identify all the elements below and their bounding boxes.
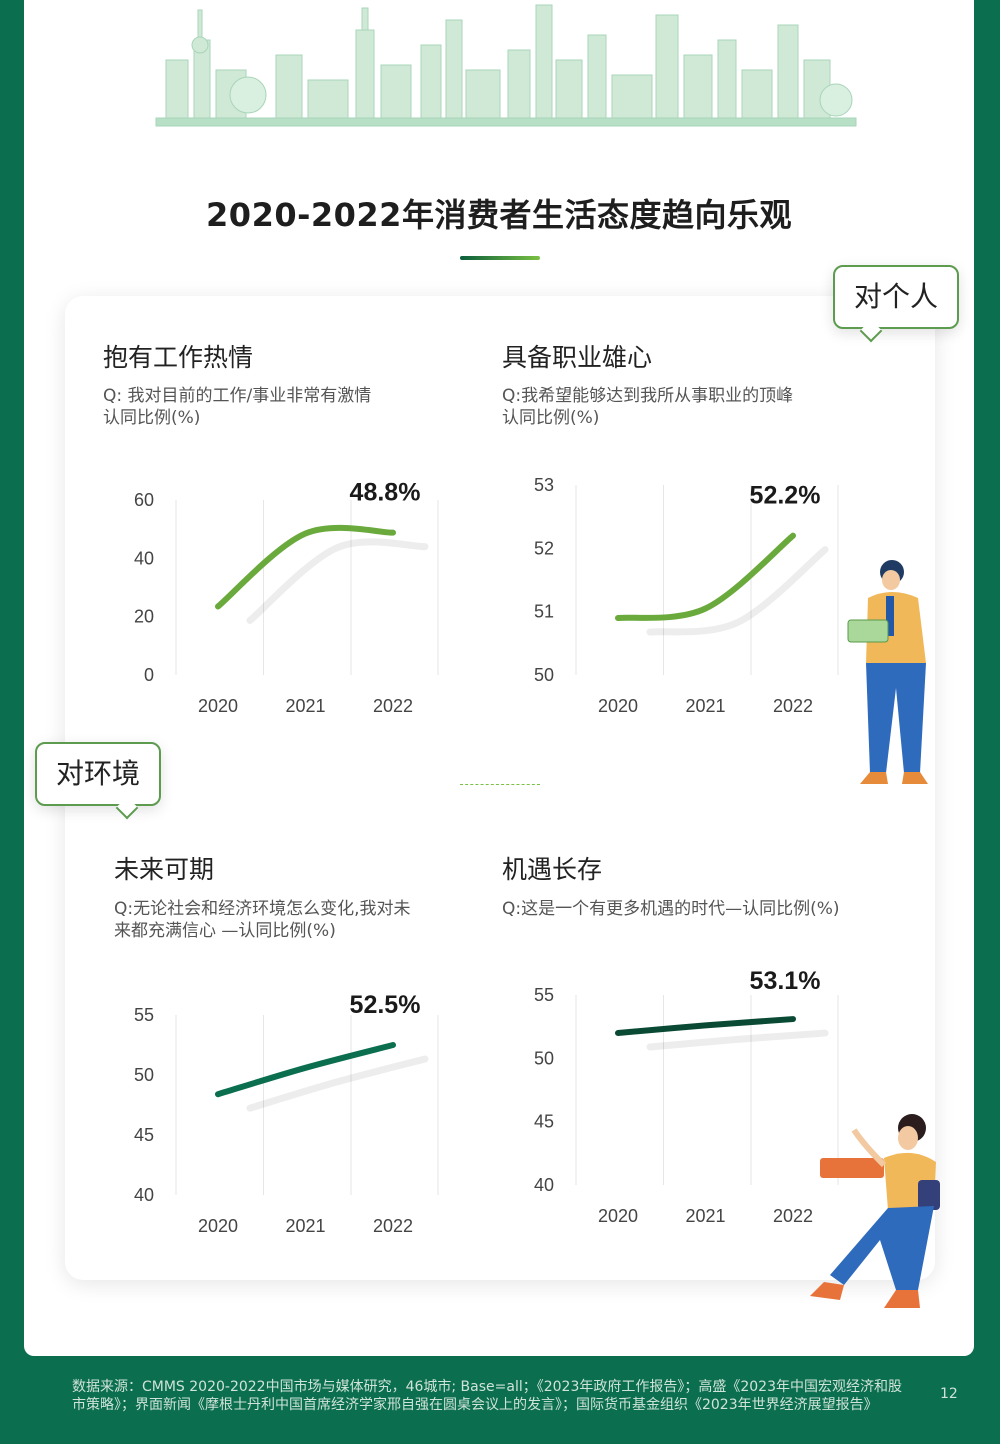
x-tick-label: 2021 xyxy=(285,1216,325,1236)
data-label-2022: 52.2% xyxy=(750,482,821,510)
x-tick-label: 2020 xyxy=(198,696,238,716)
y-tick-label: 40 xyxy=(134,1185,154,1205)
x-tick-label: 2020 xyxy=(598,696,638,716)
panel-question-future-promising: Q:无论社会和经济环境怎么变化,我对未 来都充满信心 —认同比例(%) xyxy=(114,898,411,942)
chart-future-promising: 40 45 50 55 2020 2021 2022 52.5% xyxy=(134,991,439,1236)
chart-opportunities: 40 45 50 55 2020 2021 2022 53.1% xyxy=(534,967,839,1226)
x-tick-label: 2021 xyxy=(685,1206,725,1226)
y-tick-label: 53 xyxy=(534,475,554,495)
x-tick-label: 2022 xyxy=(373,1216,413,1236)
content-card xyxy=(65,296,935,1280)
footer-sources: 数据来源：CMMS 2020-2022中国市场与媒体研究，46城市; Base=… xyxy=(72,1378,952,1414)
tag-personal: 对个人 xyxy=(833,265,959,343)
footer-line: 市策略》；界面新闻《摩根士丹利中国首席经济学家邢自强在圆桌会议上的发言》；国际货… xyxy=(72,1397,878,1413)
y-tick-label: 60 xyxy=(134,490,154,510)
question-line: 来都充满信心 —认同比例(%) xyxy=(114,921,336,941)
question-line: Q:无论社会和经济环境怎么变化,我对未 xyxy=(114,899,411,919)
y-tick-label: 55 xyxy=(534,985,554,1005)
chart-career-ambition: 50 51 52 53 2020 2021 2022 52.2% xyxy=(534,475,839,716)
data-label-2022: 48.8% xyxy=(350,479,421,507)
section-divider xyxy=(460,784,540,785)
question-line: Q:我希望能够达到我所从事职业的顶峰 xyxy=(502,386,794,406)
panel-question-opportunities: Q:这是一个有更多机遇的时代—认同比例(%) xyxy=(502,898,840,920)
panel-title-future-promising: 未来可期 xyxy=(114,855,215,884)
city-skyline-illustration xyxy=(155,4,857,127)
x-tick-label: 2022 xyxy=(773,1206,813,1226)
man-with-tablet-illustration xyxy=(847,560,928,784)
x-tick-label: 2021 xyxy=(685,696,725,716)
y-tick-label: 40 xyxy=(134,548,154,568)
series-line xyxy=(215,1042,396,1098)
x-tick-label: 2022 xyxy=(373,696,413,716)
y-tick-label: 40 xyxy=(534,1175,554,1195)
panel-title-work-passion: 抱有工作热情 xyxy=(103,343,254,372)
page-sheet: 2020-2022年消费者生活态度趋向乐观 抱有工作热情 Q: 我对目前的工作/… xyxy=(24,0,974,1356)
series-line-shadow xyxy=(246,538,429,624)
y-tick-label: 45 xyxy=(534,1112,554,1132)
question-line: 认同比例(%) xyxy=(502,408,600,428)
y-tick-label: 0 xyxy=(144,665,154,685)
woman-with-laptop-illustration xyxy=(810,1114,940,1308)
series-line-shadow xyxy=(646,546,829,636)
y-tick-label: 50 xyxy=(534,665,554,685)
page-number: 12 xyxy=(940,1386,958,1402)
page-title: 2020-2022年消费者生活态度趋向乐观 xyxy=(206,196,792,234)
tag-environment-label: 对环境 xyxy=(55,757,140,790)
x-tick-label: 2021 xyxy=(285,696,325,716)
panel-question-work-passion: Q: 我对目前的工作/事业非常有激情 认同比例(%) xyxy=(103,385,371,429)
x-tick-label: 2022 xyxy=(773,696,813,716)
y-tick-label: 50 xyxy=(134,1065,154,1085)
series-line-shadow xyxy=(246,1055,429,1112)
chart-work-passion: 0 20 40 60 2020 2021 2022 48.8% xyxy=(134,479,439,716)
tag-personal-label: 对个人 xyxy=(853,280,938,313)
question-line: 认同比例(%) xyxy=(103,408,201,428)
tag-environment: 对环境 xyxy=(35,742,161,820)
question-line: Q: 我对目前的工作/事业非常有激情 xyxy=(103,386,372,406)
question-line: Q:这是一个有更多机遇的时代—认同比例(%) xyxy=(502,899,840,919)
data-label-2022: 53.1% xyxy=(750,967,821,995)
title-underline xyxy=(460,256,540,260)
data-label-2022: 52.5% xyxy=(350,991,421,1019)
y-tick-label: 51 xyxy=(534,602,554,622)
y-tick-label: 52 xyxy=(534,538,554,558)
panel-question-career-ambition: Q:我希望能够达到我所从事职业的顶峰 认同比例(%) xyxy=(502,385,793,429)
panel-title-opportunities: 机遇长存 xyxy=(502,855,603,884)
x-tick-label: 2020 xyxy=(198,1216,238,1236)
y-tick-label: 45 xyxy=(134,1125,154,1145)
footer-line: 数据来源：CMMS 2020-2022中国市场与媒体研究，46城市; Base=… xyxy=(72,1379,902,1395)
y-tick-label: 20 xyxy=(134,607,154,627)
y-tick-label: 50 xyxy=(534,1048,554,1068)
y-tick-label: 55 xyxy=(134,1005,154,1025)
panel-title-career-ambition: 具备职业雄心 xyxy=(502,343,653,372)
series-line-shadow xyxy=(646,1029,829,1051)
series-line xyxy=(615,1016,796,1036)
x-tick-label: 2020 xyxy=(598,1206,638,1226)
